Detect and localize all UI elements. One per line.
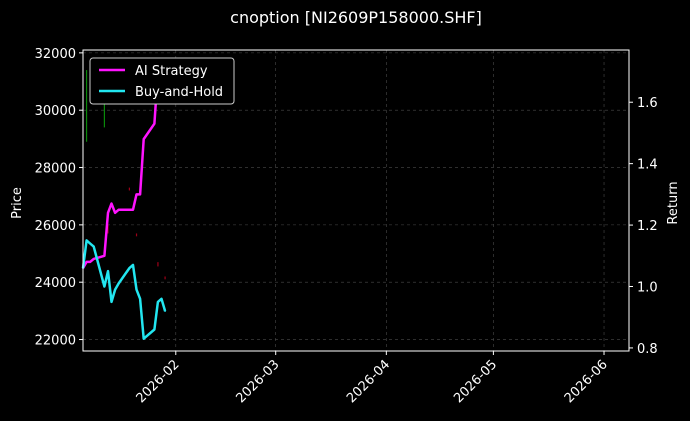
series-1-point-8	[117, 282, 120, 285]
series-0-point-6	[110, 202, 113, 205]
y-axis-label: Price	[10, 187, 25, 219]
series-1-point-4	[103, 285, 106, 288]
y2-axis-label: Return	[666, 181, 681, 224]
series-0-point-14	[153, 122, 156, 125]
y-axis-right: 0.8 1.0 1.2 1.4 1.6	[629, 96, 658, 357]
series-1-point-15	[157, 301, 159, 303]
series-1-point-16	[160, 297, 163, 300]
y2-tick-label-1: 1.0	[637, 281, 658, 296]
series-0-point-13	[142, 138, 145, 140]
y2-tick-label-4: 1.6	[637, 96, 658, 111]
series-1-point-17	[164, 310, 166, 312]
series-1-point-1	[85, 239, 88, 242]
series-1-point-5	[107, 270, 109, 272]
series-0-point-4	[103, 254, 106, 257]
series-0-point-7	[114, 211, 116, 214]
legend-box	[89, 57, 235, 105]
series-0-point-8	[117, 208, 120, 211]
series-1-point-2	[89, 242, 91, 245]
series-1-point-7	[114, 288, 116, 291]
plot-frame	[82, 49, 630, 352]
legend: AI Strategy Buy-and-Hold	[89, 57, 235, 105]
series-1-point-9	[128, 267, 131, 269]
series-0-point-12	[139, 193, 141, 196]
legend-bh-label: Buy-and-Hold	[135, 85, 223, 100]
series-1-point-11	[135, 288, 138, 291]
series-0-point-2	[89, 261, 91, 263]
series-0-point-5	[107, 211, 109, 214]
series-1-point-10	[132, 264, 134, 266]
series-1-point-12	[139, 297, 141, 300]
chart-title: cnoption [NI2609P158000.SHF]	[230, 8, 482, 27]
y-tick-label-3: 28000	[35, 162, 76, 177]
series-0-point-11	[135, 193, 138, 196]
series-0-point-3	[92, 258, 95, 260]
series-line-ai-strategy	[81, 64, 167, 269]
series-1-point-13	[142, 337, 145, 340]
y2-tick-label-2: 1.2	[637, 219, 658, 234]
series-lines	[81, 64, 167, 340]
y-tick-label-5: 32000	[35, 47, 76, 62]
y-tick-label-4: 30000	[35, 104, 76, 119]
series-1-point-6	[110, 301, 113, 303]
y-axis-left: 22000 24000 26000 28000 30000 32000	[35, 47, 83, 349]
y2-tick-label-0: 0.8	[637, 342, 658, 357]
grid	[83, 50, 629, 351]
legend-ai-label: AI Strategy	[135, 64, 208, 79]
y2-tick-label-3: 1.4	[637, 158, 658, 173]
series-0-point-10	[132, 208, 134, 211]
series-1-point-14	[153, 328, 156, 331]
y-tick-label-1: 24000	[35, 276, 76, 291]
series-0-point-9	[128, 208, 131, 211]
y-tick-label-0: 22000	[35, 334, 76, 349]
series-0-point-1	[85, 261, 88, 263]
y-tick-label-2: 26000	[35, 219, 76, 234]
series-1-point-3	[92, 245, 95, 248]
